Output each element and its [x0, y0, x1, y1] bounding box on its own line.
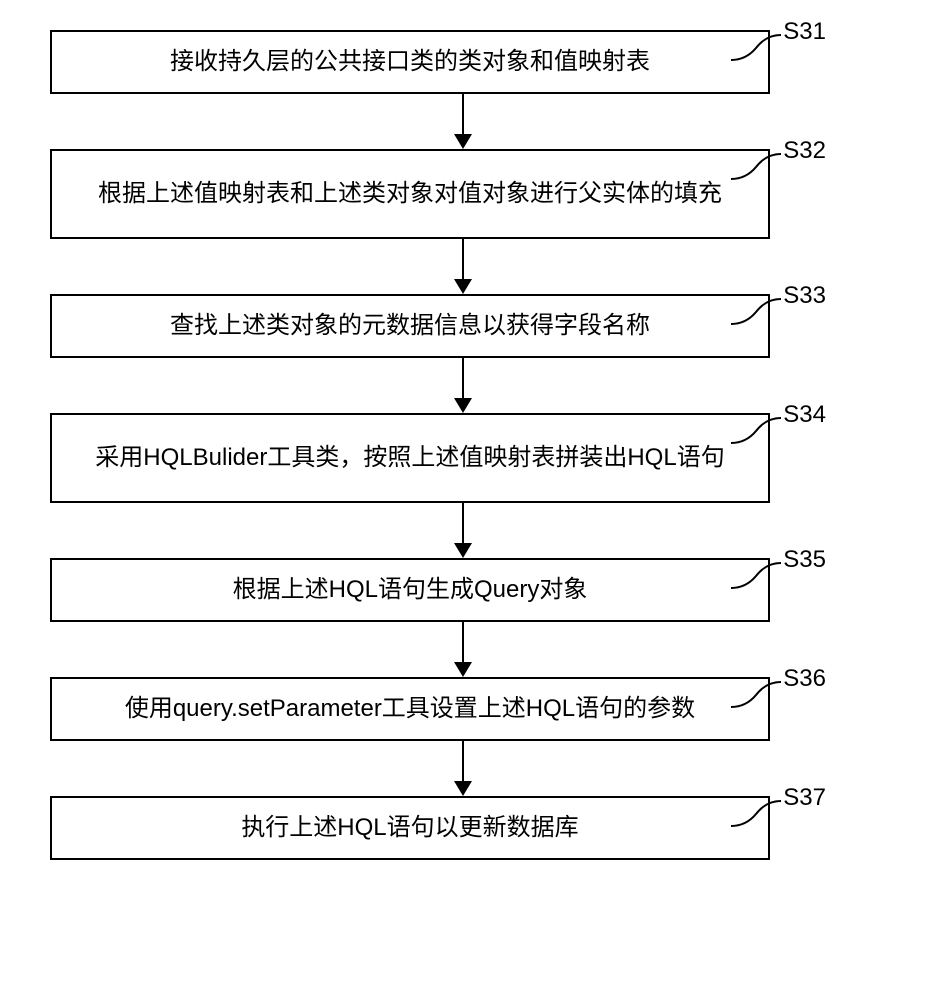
curve-icon: [731, 677, 781, 717]
arrow-down-icon: [448, 239, 478, 294]
curve-icon: [731, 149, 781, 189]
step-text: 查找上述类对象的元数据信息以获得字段名称: [170, 308, 650, 344]
step-label: S35: [783, 546, 826, 574]
arrow-down-icon: [448, 741, 478, 796]
step-s31: 接收持久层的公共接口类的类对象和值映射表 S31: [50, 30, 876, 94]
label-connector: S36: [731, 677, 826, 717]
arrow-down-icon: [448, 358, 478, 413]
label-connector: S35: [731, 558, 826, 598]
step-box: 根据上述值映射表和上述类对象对值对象进行父实体的填充: [50, 149, 770, 239]
step-text: 使用query.setParameter工具设置上述HQL语句的参数: [125, 691, 695, 727]
step-text: 采用HQLBulider工具类，按照上述值映射表拼装出HQL语句: [95, 440, 724, 476]
curve-icon: [731, 30, 781, 70]
step-text: 接收持久层的公共接口类的类对象和值映射表: [170, 44, 650, 80]
step-text: 根据上述值映射表和上述类对象对值对象进行父实体的填充: [98, 176, 722, 212]
step-s33: 查找上述类对象的元数据信息以获得字段名称 S33: [50, 294, 876, 358]
step-s34: 采用HQLBulider工具类，按照上述值映射表拼装出HQL语句 S34: [50, 413, 876, 503]
step-s35: 根据上述HQL语句生成Query对象 S35: [50, 558, 876, 622]
step-text: 执行上述HQL语句以更新数据库: [241, 810, 578, 846]
arrow: [103, 239, 823, 294]
step-box: 查找上述类对象的元数据信息以获得字段名称: [50, 294, 770, 358]
step-box: 根据上述HQL语句生成Query对象: [50, 558, 770, 622]
curve-icon: [731, 413, 781, 453]
arrow-down-icon: [448, 503, 478, 558]
step-text: 根据上述HQL语句生成Query对象: [233, 572, 588, 608]
step-label: S37: [783, 784, 826, 812]
step-s36: 使用query.setParameter工具设置上述HQL语句的参数 S36: [50, 677, 876, 741]
arrow-down-icon: [448, 622, 478, 677]
flowchart-container: 接收持久层的公共接口类的类对象和值映射表 S31 根据上述值映射表和上述类对象对…: [50, 30, 876, 860]
arrow: [103, 94, 823, 149]
arrow: [103, 622, 823, 677]
step-label: S33: [783, 282, 826, 310]
step-label: S31: [783, 18, 826, 46]
arrow-down-icon: [448, 94, 478, 149]
label-connector: S32: [731, 149, 826, 189]
step-box: 使用query.setParameter工具设置上述HQL语句的参数: [50, 677, 770, 741]
arrow: [103, 503, 823, 558]
arrow: [103, 358, 823, 413]
curve-icon: [731, 294, 781, 334]
curve-icon: [731, 796, 781, 836]
step-box: 采用HQLBulider工具类，按照上述值映射表拼装出HQL语句: [50, 413, 770, 503]
step-box: 接收持久层的公共接口类的类对象和值映射表: [50, 30, 770, 94]
label-connector: S31: [731, 30, 826, 70]
label-connector: S37: [731, 796, 826, 836]
label-connector: S33: [731, 294, 826, 334]
step-label: S34: [783, 401, 826, 429]
step-s32: 根据上述值映射表和上述类对象对值对象进行父实体的填充 S32: [50, 149, 876, 239]
step-box: 执行上述HQL语句以更新数据库: [50, 796, 770, 860]
label-connector: S34: [731, 413, 826, 453]
arrow: [103, 741, 823, 796]
step-s37: 执行上述HQL语句以更新数据库 S37: [50, 796, 876, 860]
step-label: S32: [783, 137, 826, 165]
curve-icon: [731, 558, 781, 598]
step-label: S36: [783, 665, 826, 693]
